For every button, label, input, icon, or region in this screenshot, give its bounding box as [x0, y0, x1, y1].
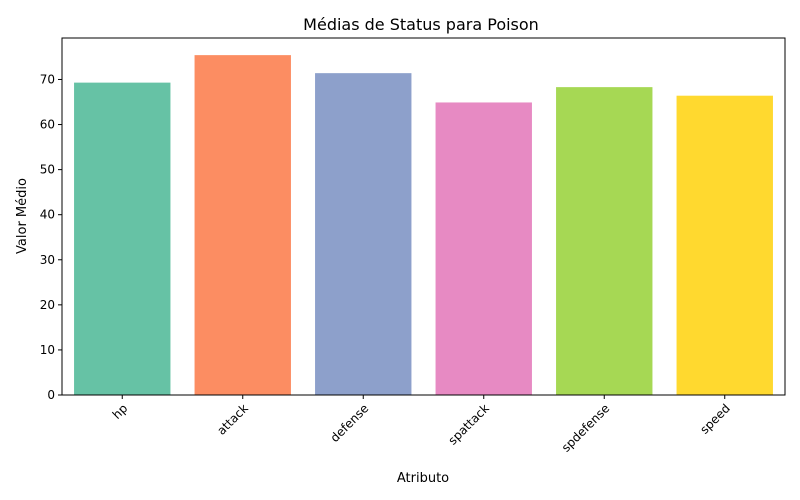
- y-axis-label: Valor Médio: [15, 178, 30, 254]
- y-tick-label: 40: [40, 208, 55, 222]
- x-axis: hp attack defense spattack spdefense speed: [110, 395, 733, 455]
- x-tick-label-hp: hp: [110, 401, 131, 422]
- y-tick-label: 20: [40, 298, 55, 312]
- x-tick-label-defense: defense: [328, 401, 372, 445]
- bars-group: [74, 55, 773, 396]
- y-tick-label: 30: [40, 253, 55, 267]
- x-tick-label-attack: attack: [214, 401, 251, 438]
- bar-hp: [74, 82, 171, 395]
- y-tick-label: 70: [40, 72, 55, 86]
- chart-title: Médias de Status para Poison: [303, 15, 539, 34]
- x-tick-label-speed: speed: [697, 401, 733, 437]
- bar-spdefense: [556, 87, 653, 396]
- bar-spattack: [435, 102, 532, 395]
- y-tick-label: 10: [40, 343, 55, 357]
- x-tick-label-spdefense: spdefense: [559, 401, 613, 455]
- bar-attack: [194, 55, 291, 396]
- y-tick-label: 50: [40, 163, 55, 177]
- x-tick-label-spattack: spattack: [446, 401, 492, 447]
- bar-defense: [315, 73, 412, 395]
- y-axis: 0 10 20 30 40 50 60 70: [40, 72, 62, 402]
- y-tick-label: 0: [47, 388, 55, 402]
- plot-frame: [61, 37, 786, 396]
- x-axis-label: Atributo: [397, 471, 449, 486]
- bar-speed: [676, 95, 773, 396]
- y-tick-label: 60: [40, 118, 55, 132]
